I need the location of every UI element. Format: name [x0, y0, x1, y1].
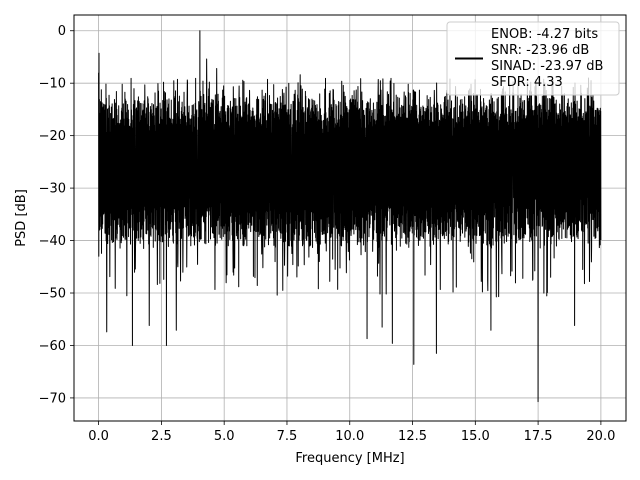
- y-tick-label: −70: [39, 391, 66, 406]
- x-tick-label: 7.5: [277, 429, 298, 444]
- x-tick-label: 10.0: [335, 429, 364, 444]
- legend-box: [446, 21, 620, 96]
- y-axis-label: PSD [dB]: [14, 189, 29, 247]
- x-tick-label: 2.5: [151, 429, 172, 444]
- x-tick-label: 17.5: [524, 429, 553, 444]
- y-tick-label: −30: [39, 182, 66, 197]
- y-tick-label: −10: [39, 77, 66, 92]
- x-axis-ticks: 0.0 2.5 5.0 7.5 10.0 12.5 15.0 17.5 20.0: [88, 421, 615, 444]
- x-tick-label: 5.0: [214, 429, 235, 444]
- y-tick-label: −40: [39, 234, 66, 249]
- legend-snr: SNR: -23.96 dB: [491, 43, 589, 58]
- plot-area: [98, 30, 602, 403]
- y-tick-label: 0: [58, 24, 66, 39]
- y-axis-ticks: 0 −10 −20 −30 −40 −50 −60 −70: [39, 24, 74, 406]
- y-tick-label: −20: [39, 129, 66, 144]
- legend: ENOB: -4.27 bits SNR: -23.96 dB SINAD: -…: [446, 21, 620, 96]
- legend-sfdr: SFDR: 4.33: [491, 75, 563, 90]
- y-tick-label: −60: [39, 339, 66, 354]
- legend-sinad: SINAD: -23.97 dB: [491, 59, 603, 74]
- x-axis-label: Frequency [MHz]: [295, 451, 404, 466]
- x-tick-label: 20.0: [586, 429, 615, 444]
- x-tick-label: 15.0: [461, 429, 490, 444]
- series-line-psd: [98, 30, 602, 403]
- x-tick-label: 0.0: [88, 429, 109, 444]
- legend-enob: ENOB: -4.27 bits: [491, 27, 598, 42]
- y-tick-label: −50: [39, 287, 66, 302]
- x-tick-label: 12.5: [398, 429, 427, 444]
